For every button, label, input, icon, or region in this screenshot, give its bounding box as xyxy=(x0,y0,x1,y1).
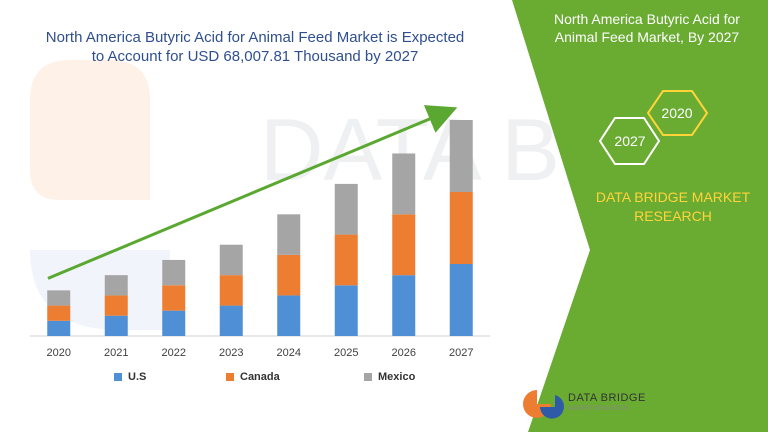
legend-item: Canada xyxy=(226,369,280,385)
bar-canada-2026 xyxy=(392,214,416,276)
bar-us-2022 xyxy=(162,310,186,336)
bar-us-2021 xyxy=(104,315,128,336)
badge-2020-label: 2020 xyxy=(661,105,692,121)
bar-chart: 2020 2021 2022 2023 2024 2025 2026 2027 xyxy=(30,105,490,359)
hexagon-2027-icon xyxy=(598,117,661,165)
brand-name-line2: RESEARCH xyxy=(634,208,712,224)
x-tick-label: 2021 xyxy=(104,347,128,359)
legend-swatch xyxy=(226,373,234,381)
bar-mexico-2020 xyxy=(47,290,71,306)
x-tick-label: 2025 xyxy=(334,347,358,359)
legend-label: U.S xyxy=(128,371,147,383)
x-tick-label: 2024 xyxy=(277,347,301,359)
x-tick-label: 2020 xyxy=(47,347,71,359)
x-tick-label: 2026 xyxy=(392,347,416,359)
bar-mexico-2021 xyxy=(104,275,128,296)
x-tick-label: 2022 xyxy=(162,347,186,359)
bar-mexico-2023 xyxy=(219,244,243,276)
x-tick-label: 2023 xyxy=(219,347,243,359)
bar-us-2027 xyxy=(449,264,473,336)
bar-canada-2025 xyxy=(334,234,358,286)
bar-canada-2020 xyxy=(47,305,71,321)
chart-title-line2: to Account for USD 68,007.81 Thousand by… xyxy=(91,48,419,65)
side-panel-title-line1: North America Butyric Acid for xyxy=(554,11,740,27)
bar-mexico-2024 xyxy=(277,214,301,255)
bar-mexico-2022 xyxy=(162,259,186,286)
side-panel-title-line2: Animal Feed Market, By 2027 xyxy=(554,29,740,45)
bar-us-2026 xyxy=(392,275,416,336)
legend-label: Mexico xyxy=(378,371,416,383)
legend-label: Canada xyxy=(240,371,280,383)
bar-canada-2021 xyxy=(104,295,128,316)
bar-us-2024 xyxy=(277,295,301,336)
side-panel-title: North America Butyric Acid for Animal Fe… xyxy=(532,10,762,46)
chart-title: North America Butyric Acid for Animal Fe… xyxy=(20,28,490,66)
logo-subtitle: MARKET RESEARCH xyxy=(568,406,628,412)
bar-us-2023 xyxy=(219,305,243,336)
legend-item: U.S xyxy=(114,369,146,385)
badge-2027-label: 2027 xyxy=(614,133,645,149)
bar-canada-2023 xyxy=(219,275,243,306)
brand-name-line1: DATA BRIDGE MARKET xyxy=(595,189,751,205)
chart-title-line1: North America Butyric Acid for Animal Fe… xyxy=(45,29,465,46)
logo-name: DATA BRIDGE xyxy=(568,392,646,404)
brand-name: DATA BRIDGE MARKET RESEARCH xyxy=(588,188,758,226)
legend-swatch xyxy=(114,373,122,381)
bar-us-2025 xyxy=(334,285,358,336)
x-tick-label: 2027 xyxy=(449,347,473,359)
trend-arrow-icon xyxy=(47,105,458,280)
bar-us-2020 xyxy=(47,320,71,336)
bar-mexico-2026 xyxy=(392,153,416,215)
hexagon-2020-icon xyxy=(646,90,709,136)
bar-canada-2022 xyxy=(162,285,186,311)
legend-item: Mexico xyxy=(364,369,415,385)
watermark-shape xyxy=(30,60,150,200)
bar-canada-2024 xyxy=(277,254,301,296)
bar-mexico-2025 xyxy=(334,183,358,235)
legend-swatch xyxy=(364,373,372,381)
bar-mexico-2027 xyxy=(449,120,473,192)
bar-canada-2027 xyxy=(449,192,473,264)
logo-icon-part xyxy=(540,395,564,419)
